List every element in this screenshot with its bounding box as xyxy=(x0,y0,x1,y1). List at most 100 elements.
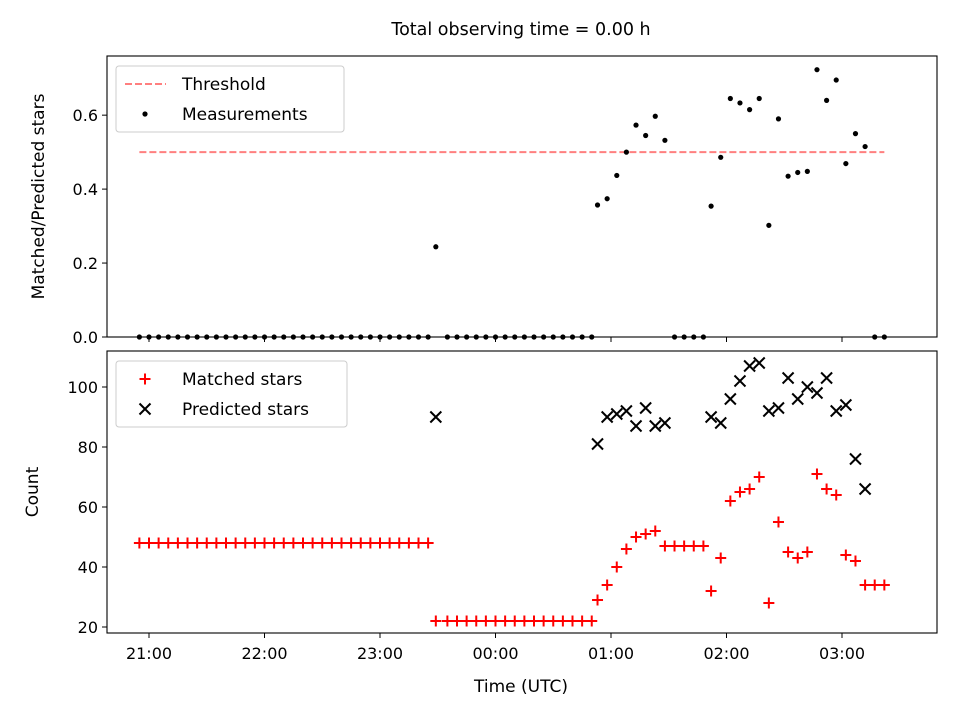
matched-point xyxy=(567,615,578,627)
measurement-point xyxy=(406,334,412,340)
measurement-point xyxy=(594,202,601,208)
y-tick-label: 40 xyxy=(78,558,98,577)
measurement-point xyxy=(358,334,364,340)
y-axis-label: Matched/Predicted stars xyxy=(29,93,49,299)
measurement-point xyxy=(862,143,868,150)
measurement-point xyxy=(747,107,753,113)
legend-swatch xyxy=(138,402,152,416)
measurement-point xyxy=(691,334,697,340)
matched-point xyxy=(557,615,569,627)
measurement-point xyxy=(550,334,556,340)
matched-point xyxy=(490,615,501,627)
measurement-point xyxy=(833,77,839,83)
matched-point xyxy=(278,537,290,549)
matched-point xyxy=(326,537,338,549)
matched-point xyxy=(316,537,328,549)
legend-item: Predicted stars xyxy=(138,400,309,420)
matched-point xyxy=(355,537,367,549)
matched-point xyxy=(287,537,299,549)
matched-point xyxy=(715,552,727,564)
measurement-point xyxy=(804,168,810,174)
matched-point xyxy=(547,615,559,627)
measurement-point xyxy=(795,169,801,176)
predicted-point xyxy=(733,374,747,388)
measurement-point xyxy=(700,334,707,340)
predicted-point xyxy=(772,401,785,415)
measurement-point xyxy=(473,334,479,340)
legend-box xyxy=(115,360,348,428)
series-predicted-stars xyxy=(429,356,872,496)
predicted-point xyxy=(743,359,756,373)
measurement-point xyxy=(165,334,171,340)
predicted-point xyxy=(849,452,862,466)
measurement-point xyxy=(852,131,859,137)
measurement-point xyxy=(252,334,258,340)
matched-point xyxy=(307,537,319,549)
matched-point xyxy=(153,537,165,549)
legend-item: Matched stars xyxy=(139,370,302,390)
measurement-point xyxy=(377,334,383,340)
predicted-point xyxy=(591,437,604,451)
matched-point xyxy=(336,537,347,549)
matched-point xyxy=(374,537,386,549)
legend-label: Predicted stars xyxy=(182,400,309,420)
matched-point xyxy=(792,552,804,564)
measurement-point xyxy=(300,334,306,340)
matched-point xyxy=(592,594,604,606)
matched-point xyxy=(734,486,746,498)
measurement-point xyxy=(614,172,620,179)
matched-point xyxy=(659,540,671,552)
predicted-point xyxy=(801,380,814,394)
matched-point xyxy=(259,537,270,549)
measurement-point xyxy=(671,334,678,340)
measurement-point xyxy=(367,334,373,340)
matched-point xyxy=(470,615,482,627)
matched-point xyxy=(451,615,463,627)
matched-point xyxy=(480,615,492,627)
matched-point xyxy=(782,546,794,558)
matched-point xyxy=(744,483,756,495)
measurement-point xyxy=(348,334,354,340)
measurement-point xyxy=(319,334,325,340)
measurement-point xyxy=(433,244,439,250)
predicted-point xyxy=(649,419,662,433)
series-measurements xyxy=(136,67,887,340)
x-tick-label: 22:00 xyxy=(241,644,287,663)
measurement-point xyxy=(213,334,219,340)
matched-point xyxy=(630,531,642,543)
legend: Matched stars Predicted stars xyxy=(115,360,348,428)
measurement-point xyxy=(233,334,239,340)
measurement-point xyxy=(652,113,658,119)
measurement-point xyxy=(785,173,791,179)
measurement-point xyxy=(718,154,724,160)
matched-point xyxy=(133,537,145,549)
measurement-point xyxy=(775,116,782,122)
matched-point xyxy=(220,537,232,549)
predicted-point xyxy=(629,419,643,433)
legend: Threshold Measurements xyxy=(115,65,345,133)
matched-point xyxy=(345,537,357,549)
matched-point xyxy=(811,468,823,480)
matched-point xyxy=(576,615,588,627)
measurement-point xyxy=(681,334,687,340)
matched-point xyxy=(441,615,453,627)
matched-point xyxy=(182,537,193,549)
y-tick-label: 0.0 xyxy=(73,328,98,347)
measurement-point xyxy=(756,95,762,102)
predicted-point xyxy=(791,392,804,406)
predicted-point xyxy=(830,404,843,418)
predicted-point xyxy=(753,356,766,370)
matched-point xyxy=(297,537,309,549)
matched-point xyxy=(528,615,540,627)
matched-point xyxy=(724,495,736,507)
predicted-point xyxy=(658,416,672,430)
predicted-point xyxy=(429,410,443,424)
measurement-point xyxy=(633,122,639,128)
measurement-point xyxy=(531,334,537,340)
measurement-point xyxy=(415,334,422,340)
matched-point xyxy=(172,537,184,549)
matched-point xyxy=(620,543,632,555)
legend-item: Threshold xyxy=(125,75,266,95)
measurement-point xyxy=(872,334,878,340)
measurement-point xyxy=(814,67,820,73)
